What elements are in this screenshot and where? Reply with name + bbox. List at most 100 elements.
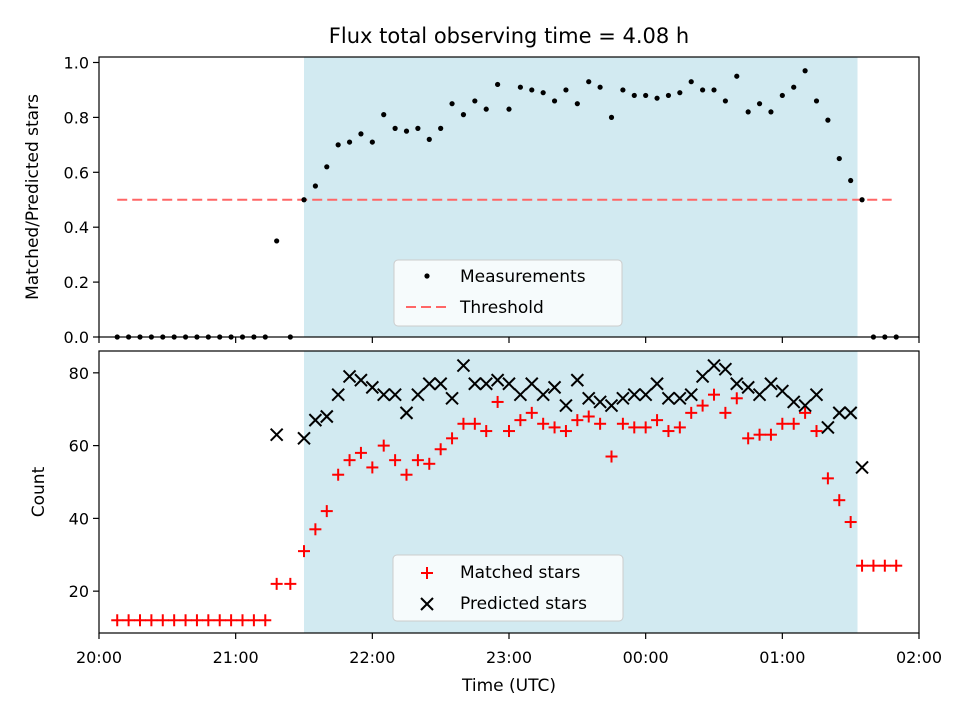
measurement-point <box>586 79 592 85</box>
bottom-y-tick-label: 40 <box>69 509 89 528</box>
matched-star-point <box>213 614 226 627</box>
top-legend: Measurements Threshold <box>393 259 623 327</box>
measurement-point <box>563 87 569 93</box>
matched-star-point <box>411 454 424 467</box>
predicted-star-point <box>775 384 790 398</box>
predicted-star-point <box>490 373 505 387</box>
matched-star-point <box>651 414 664 427</box>
matched-star-point <box>685 406 698 419</box>
matched-star-point <box>764 428 777 441</box>
measurement-point <box>472 98 478 104</box>
matched-star-point <box>446 432 459 445</box>
predicted-star-point <box>752 387 767 402</box>
measurement-point <box>756 101 763 107</box>
measurement-point <box>745 109 751 115</box>
measurement-point <box>779 92 785 99</box>
measurement-point <box>381 112 387 118</box>
predicted-star-point <box>764 377 778 391</box>
predicted-star-point <box>525 377 539 391</box>
measurement-point <box>312 183 318 189</box>
matched-star-point <box>284 577 297 590</box>
top-y-ticks: 0.0 0.2 0.4 0.6 0.8 1.0 <box>64 53 99 347</box>
bottom-legend: Matched stars Predicted stars <box>392 554 624 622</box>
legend-measurements-label: Measurements <box>460 267 586 287</box>
legend-measurements-marker <box>424 273 430 279</box>
top-y-axis-label: Matched/Predicted stars <box>23 94 43 300</box>
top-legend-box <box>393 259 623 327</box>
matched-star-point <box>559 425 572 438</box>
measurement-point <box>825 117 831 123</box>
matched-star-point <box>867 559 880 572</box>
measurement-point <box>700 87 706 93</box>
matched-star-point <box>878 559 891 572</box>
top-y-tick-label: 1.0 <box>64 53 89 72</box>
predicted-star-point <box>616 391 630 406</box>
legend-predicted-label: Predicted stars <box>460 594 587 614</box>
predicted-star-point <box>730 377 744 391</box>
matched-star-point <box>236 614 249 627</box>
predicted-star-point <box>388 387 402 402</box>
matched-star-point <box>111 614 124 627</box>
matched-star-point <box>423 457 436 470</box>
measurement-point <box>358 131 364 137</box>
matched-star-point <box>548 421 561 434</box>
matched-star-point <box>270 577 283 590</box>
matched-star-point <box>708 388 720 401</box>
measurement-point <box>274 238 280 244</box>
bottom-x-tick-label: 21:00 <box>213 648 259 667</box>
predicted-star-point <box>502 377 516 391</box>
matched-star-point <box>202 614 215 627</box>
matched-star-point <box>259 614 272 627</box>
top-y-tick-label: 0.2 <box>64 273 89 292</box>
matched-star-point <box>753 428 766 441</box>
matched-star-point <box>696 399 709 412</box>
legend-matched-marker <box>421 567 433 579</box>
measurement-point <box>711 87 717 93</box>
matched-star-point <box>468 417 481 430</box>
predicted-star-point <box>399 406 414 420</box>
predicted-star-point <box>331 387 345 402</box>
matched-star-point <box>514 414 527 427</box>
predicted-star-point <box>433 377 448 391</box>
predicted-star-point <box>342 369 357 384</box>
measurement-point <box>415 125 421 131</box>
measurement-point <box>540 90 546 96</box>
measurement-point <box>643 92 649 99</box>
predicted-star-point <box>787 395 801 409</box>
top-y-tick-label: 0.0 <box>64 328 89 347</box>
matched-star-point <box>343 454 356 467</box>
predicted-star-point <box>604 398 619 413</box>
matched-star-point <box>480 425 493 438</box>
matched-star-point <box>890 559 903 572</box>
measurement-point <box>529 87 535 93</box>
matched-star-point <box>582 410 595 423</box>
measurement-point <box>608 114 615 120</box>
predicted-star-point <box>809 387 824 402</box>
matched-star-point <box>719 406 732 419</box>
legend-predicted-marker <box>420 597 434 611</box>
matched-star-point <box>377 439 390 452</box>
measurement-point <box>688 79 694 85</box>
matched-star-point <box>156 614 169 627</box>
predicted-star-point <box>513 387 528 402</box>
chart-title: Flux total observing time = 4.08 h <box>329 24 689 48</box>
bottom-legend-box <box>392 554 624 622</box>
matched-star-point <box>628 421 641 434</box>
matched-star-point <box>190 614 203 627</box>
predicted-star-point <box>297 431 311 446</box>
measurement-point <box>335 142 341 148</box>
bottom-x-tick-label: 23:00 <box>486 648 532 667</box>
measurement-point <box>369 139 375 145</box>
measurement-point <box>836 155 842 162</box>
measurement-point <box>654 95 660 101</box>
measurement-point <box>859 197 865 203</box>
predicted-star-point <box>673 391 687 406</box>
matched-star-point <box>525 406 538 419</box>
bottom-y-ticks: 20 40 60 80 <box>69 364 99 601</box>
predicted-star-point <box>456 358 471 373</box>
predicted-star-point <box>821 420 835 435</box>
predicted-star-point <box>320 409 334 424</box>
matched-star-point <box>434 443 447 456</box>
predicted-star-point <box>308 413 323 427</box>
measurement-point <box>506 106 512 112</box>
